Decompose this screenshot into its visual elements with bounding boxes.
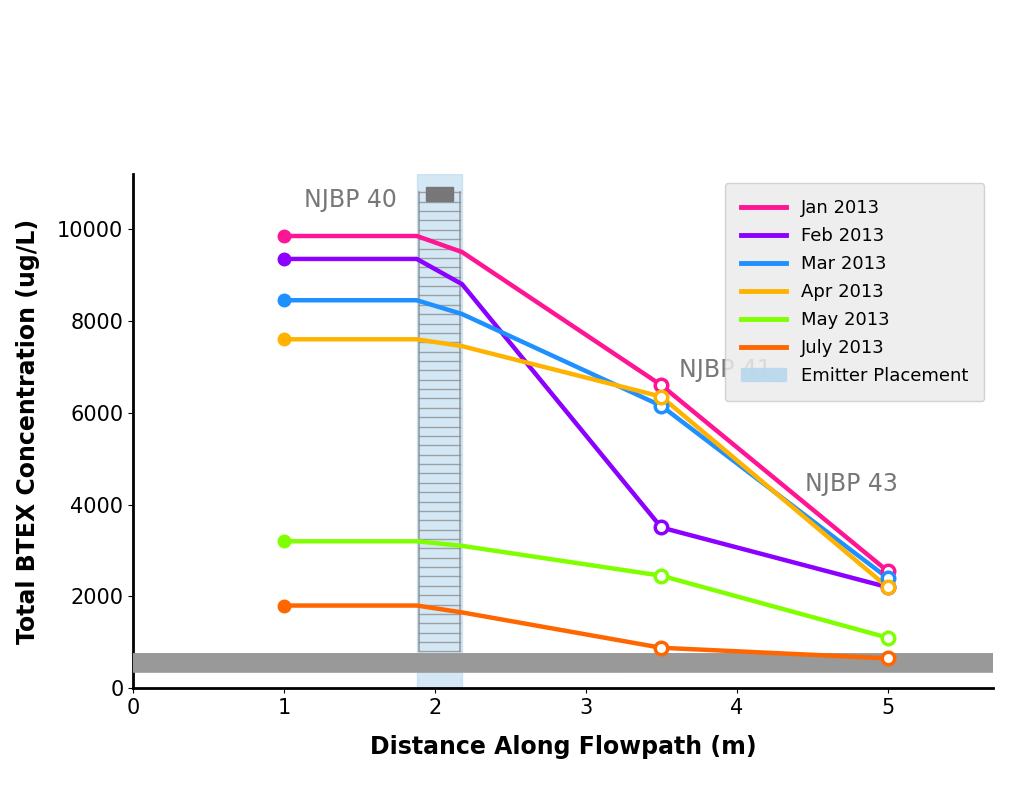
- Circle shape: [0, 653, 1024, 672]
- Text: NJBP 41: NJBP 41: [679, 358, 772, 381]
- X-axis label: Distance Along Flowpath (m): Distance Along Flowpath (m): [370, 735, 757, 759]
- Legend: Jan 2013, Feb 2013, Mar 2013, Apr 2013, May 2013, July 2013, Emitter Placement: Jan 2013, Feb 2013, Mar 2013, Apr 2013, …: [725, 183, 984, 401]
- Text: NJBP 43: NJBP 43: [805, 472, 897, 497]
- Bar: [417, 174, 462, 688]
- Bar: [426, 187, 453, 201]
- Y-axis label: Total BTEX Concentration (ug/L): Total BTEX Concentration (ug/L): [16, 218, 41, 644]
- Text: NJBP 40: NJBP 40: [304, 187, 397, 212]
